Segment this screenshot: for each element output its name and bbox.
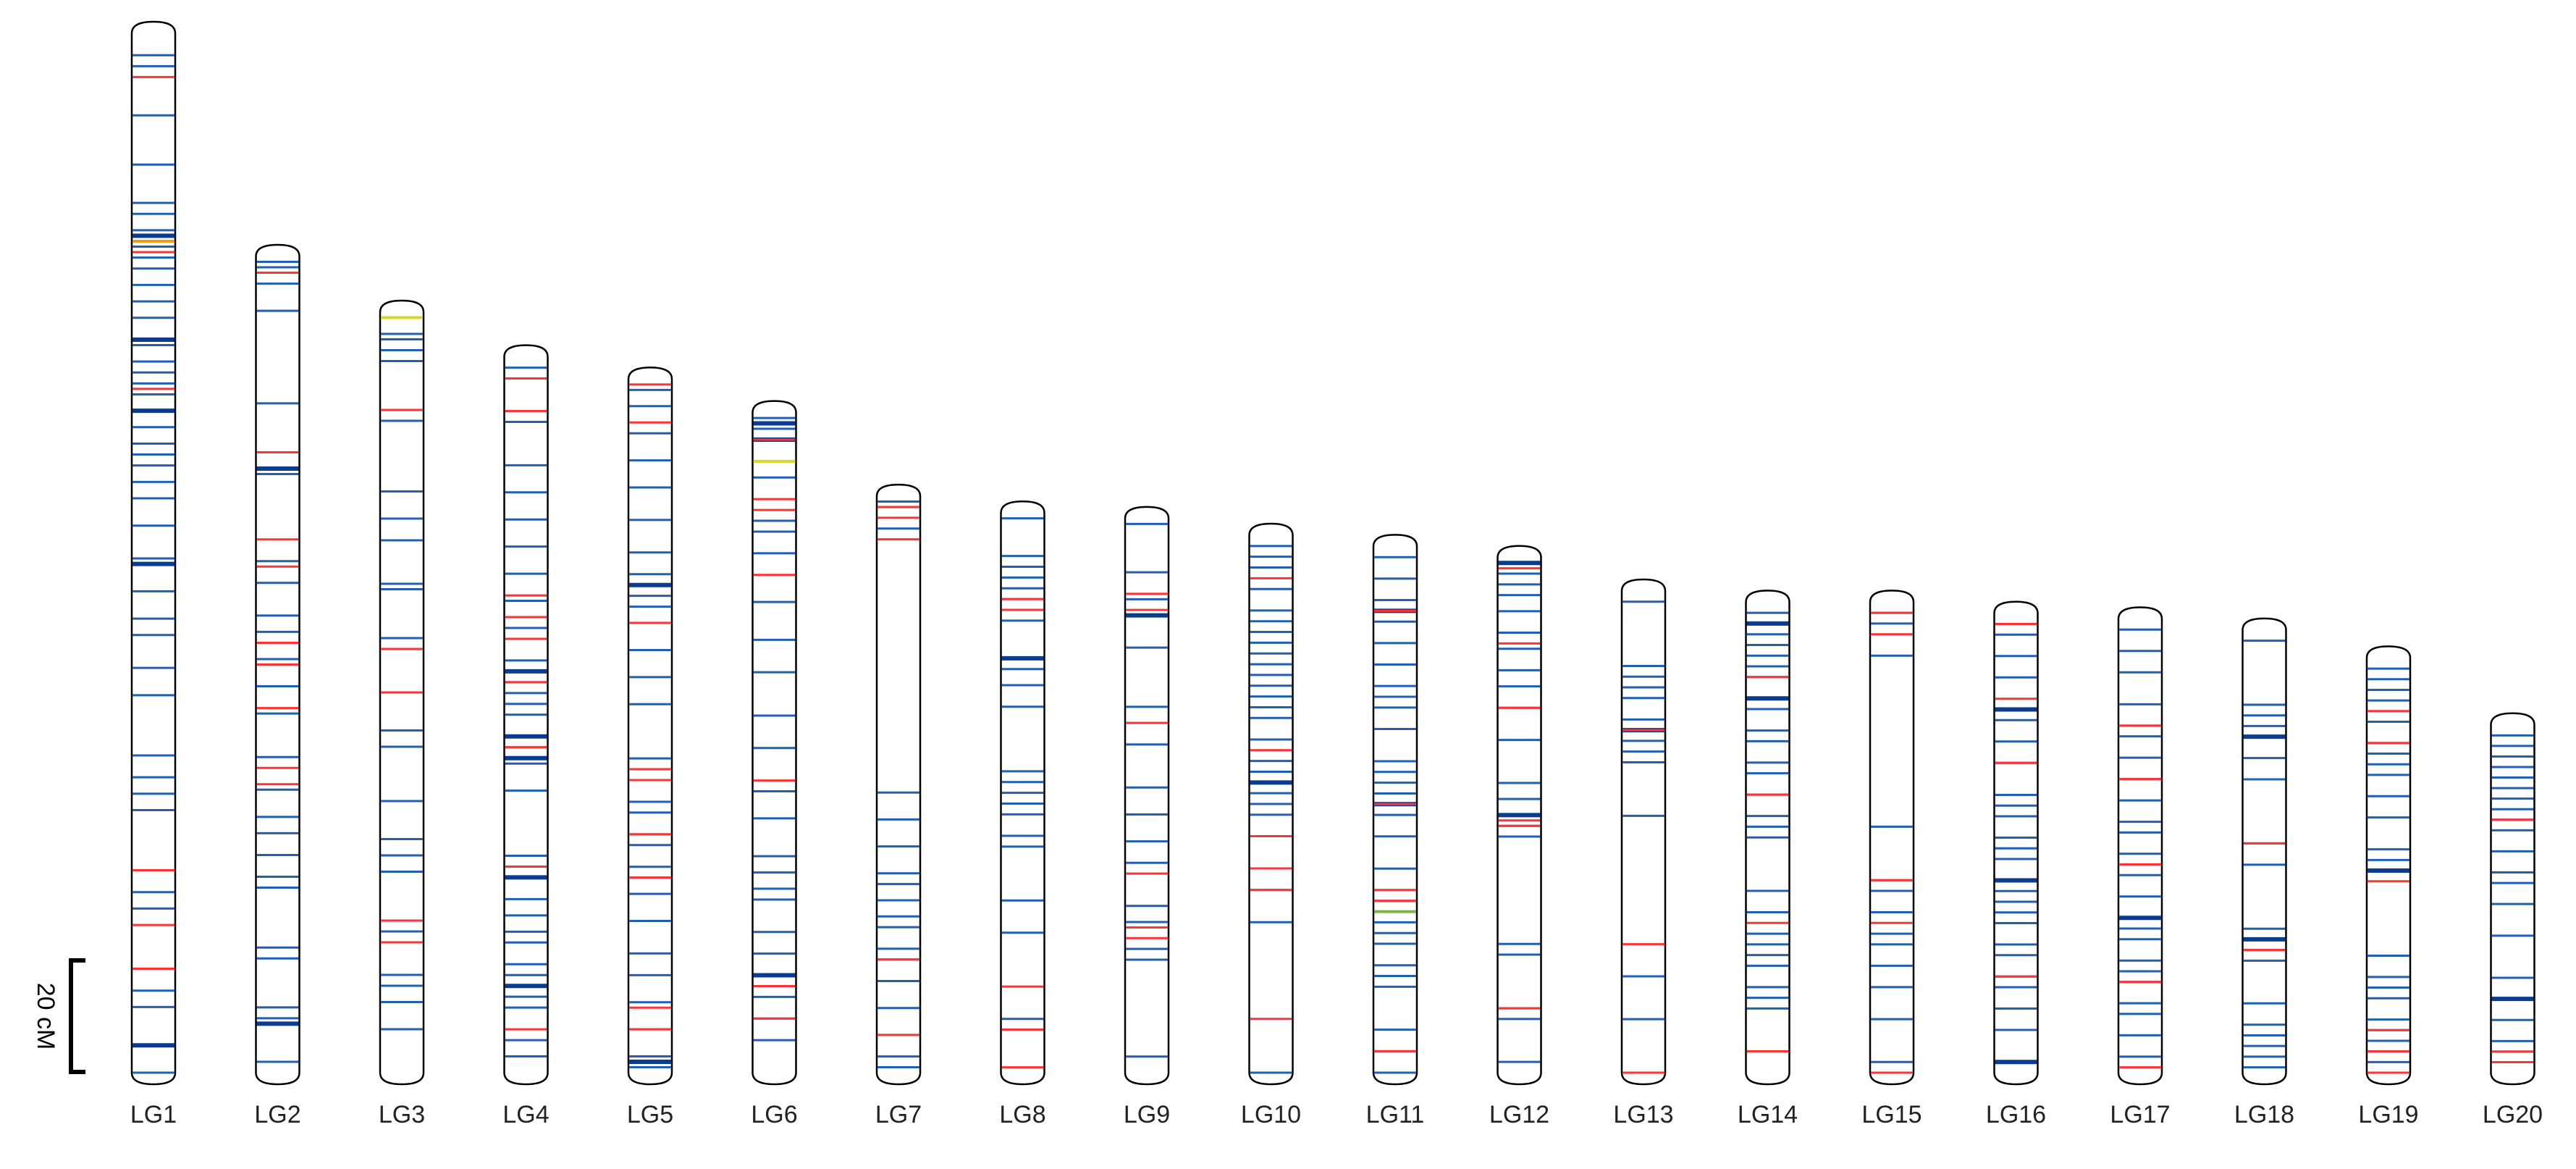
linkage-group-label: LG10 xyxy=(1241,1101,1301,1128)
linkage-group-label: LG9 xyxy=(1124,1101,1170,1128)
linkage-group-label: LG11 xyxy=(1366,1101,1425,1128)
linkage-group-lg7: LG7 xyxy=(875,483,922,1128)
linkage-group-label: LG1 xyxy=(130,1101,177,1128)
linkage-group-lg4: LG4 xyxy=(502,344,550,1128)
chromosome-bar xyxy=(1372,534,1418,1086)
linkage-group-lg12: LG12 xyxy=(1489,545,1549,1128)
linkage-group-label: LG12 xyxy=(1489,1101,1549,1128)
chromosome-bar xyxy=(2242,617,2287,1086)
linkage-groups: LG1 LG2 LG3 LG4 LG5 LG6 LG7 LG8 LG9 LG10 LG11 LG12 L… xyxy=(130,20,2543,1128)
linkage-group-lg14: LG14 xyxy=(1738,590,1798,1128)
linkage-group-lg1: LG1 xyxy=(130,20,177,1128)
linkage-group-lg17: LG17 xyxy=(2110,606,2171,1128)
chromosome-bar xyxy=(1124,506,1170,1086)
linkage-group-label: LG3 xyxy=(379,1101,425,1128)
chromosome-bar xyxy=(1993,600,2039,1086)
chromosome-bar xyxy=(627,366,673,1086)
linkage-group-lg15: LG15 xyxy=(1861,590,1922,1128)
linkage-group-lg13: LG13 xyxy=(1613,578,1674,1128)
linkage-group-lg20: LG20 xyxy=(2483,712,2543,1128)
linkage-group-label: LG19 xyxy=(2358,1101,2418,1128)
linkage-group-label: LG4 xyxy=(502,1101,549,1128)
linkage-group-lg9: LG9 xyxy=(1124,506,1170,1128)
chromosome-bar xyxy=(2117,606,2163,1086)
linkage-group-label: LG2 xyxy=(254,1101,300,1128)
linkage-group-lg18: LG18 xyxy=(2234,617,2294,1128)
scale-bar-line xyxy=(69,958,85,1074)
linkage-group-lg19: LG19 xyxy=(2358,645,2419,1128)
linkage-group-label: LG15 xyxy=(1861,1101,1922,1128)
linkage-group-lg10: LG10 xyxy=(1241,522,1301,1128)
linkage-group-lg16: LG16 xyxy=(1986,600,2046,1128)
scale-bar-label: 20 cM xyxy=(32,983,59,1050)
linkage-group-label: LG8 xyxy=(999,1101,1045,1128)
linkage-group-lg2: LG2 xyxy=(254,243,301,1128)
scale-bar: 20 cM xyxy=(32,958,85,1074)
linkage-group-lg3: LG3 xyxy=(379,299,425,1128)
chromosome-bar xyxy=(752,400,797,1086)
linkage-group-lg6: LG6 xyxy=(751,400,798,1128)
linkage-group-lg11: LG11 xyxy=(1366,534,1425,1128)
linkage-group-label: LG6 xyxy=(751,1101,797,1128)
linkage-group-label: LG16 xyxy=(1986,1101,2046,1128)
chromosome-bar xyxy=(875,483,922,1086)
chromosome-bar xyxy=(2365,645,2412,1086)
chromosome-bar xyxy=(1620,578,1667,1086)
linkage-group-lg5: LG5 xyxy=(627,366,673,1128)
linkage-group-label: LG18 xyxy=(2234,1101,2294,1128)
linkage-group-label: LG17 xyxy=(2110,1101,2170,1128)
linkage-group-lg8: LG8 xyxy=(999,500,1046,1128)
chromosome-bar xyxy=(130,20,177,1086)
linkage-group-label: LG7 xyxy=(875,1101,922,1128)
linkage-group-label: LG20 xyxy=(2483,1101,2543,1128)
linkage-group-label: LG5 xyxy=(627,1101,673,1128)
chromosome-bar xyxy=(2490,712,2535,1086)
linkage-group-label: LG13 xyxy=(1613,1101,1673,1128)
chromosome-bar xyxy=(1869,590,1915,1086)
linkage-group-label: LG14 xyxy=(1738,1101,1798,1128)
